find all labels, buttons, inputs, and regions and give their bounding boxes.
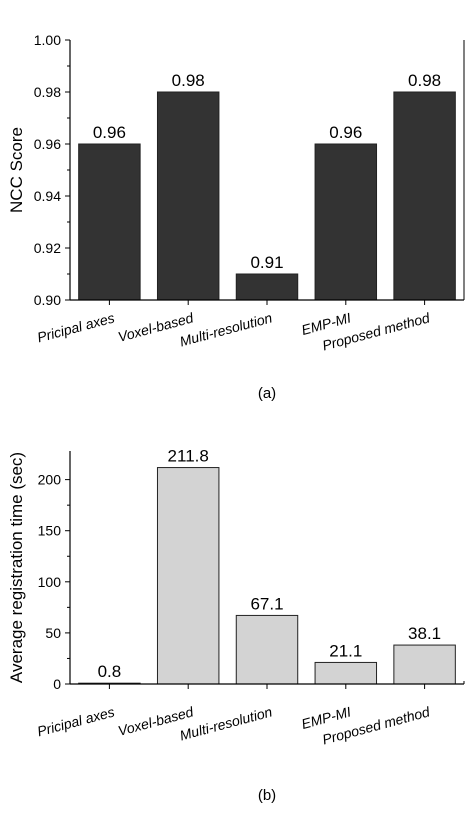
y-tick-label: 0.90 [34, 292, 61, 308]
data-label: 0.96 [329, 123, 362, 142]
y-tick-label: 1.00 [34, 32, 61, 48]
y-tick-label: 50 [45, 625, 61, 641]
y-tick-label: 100 [38, 574, 62, 590]
figure-caption: (a) [258, 385, 276, 402]
bar [393, 644, 456, 685]
y-tick-label: 0 [53, 676, 61, 692]
data-label: 38.1 [408, 624, 441, 643]
bar [393, 91, 456, 301]
y-axis-title: Average registration time (sec) [7, 452, 26, 683]
data-label: 211.8 [168, 447, 209, 466]
bar [235, 614, 299, 685]
y-tick-label: 150 [38, 523, 62, 539]
bar [156, 91, 220, 301]
bar [314, 661, 378, 685]
bar [235, 273, 299, 301]
data-label: 0.98 [408, 71, 441, 90]
y-tick-label: 0.98 [34, 84, 61, 100]
bar [78, 143, 141, 301]
y-tick-label: 0.96 [34, 136, 61, 152]
data-label: 0.96 [93, 123, 126, 142]
y-tick-label: 200 [38, 472, 62, 488]
bar [314, 143, 378, 301]
data-label: 0.91 [250, 253, 283, 272]
data-label: 0.98 [172, 71, 205, 90]
figure-caption: (b) [258, 787, 276, 804]
x-tick-label: Pricipal axes [35, 309, 116, 345]
bar [156, 467, 220, 685]
y-axis-title: NCC Score [7, 127, 26, 213]
y-tick-label: 0.92 [34, 240, 61, 256]
y-tick-label: 0.94 [34, 188, 61, 204]
data-label: 67.1 [250, 594, 283, 613]
data-label: 21.1 [329, 641, 362, 660]
data-label: 0.8 [98, 662, 122, 681]
x-tick-label: Pricipal axes [35, 703, 116, 739]
